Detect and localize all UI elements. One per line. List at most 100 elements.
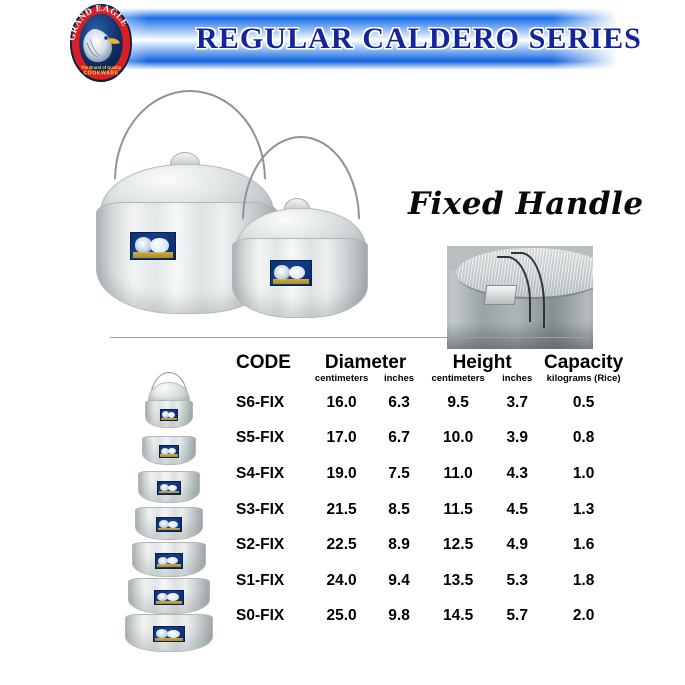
badge-eagle-icon: [274, 264, 291, 280]
badge-strip-icon: [161, 417, 177, 420]
page-title: REGULAR CALDERO SERIES: [196, 22, 642, 55]
badge-moon-icon: [150, 238, 169, 253]
cell-code: S0-FIX: [236, 607, 285, 625]
spec-table-body: S6-FIX 16.0 6.3 9.5 3.7 0.5 S5-FIX 17.0 6.7 10.0 3…: [236, 385, 626, 634]
cell-diameter-in: 8.9: [388, 536, 410, 554]
cell-height-cm: 14.5: [443, 607, 474, 625]
cell-diameter-cm: 19.0: [326, 464, 357, 482]
cell-height-cm: 9.5: [447, 393, 469, 411]
grand-eagle-logo-svg: GRAND EAGLE The Brand of Quality COOKWAR…: [66, 3, 132, 82]
subheader-height-inches: inches: [502, 373, 533, 384]
subheader-diameter-inches: inches: [383, 373, 415, 384]
badge-eagle-icon: [156, 592, 169, 602]
badge-strip-icon: [156, 564, 181, 568]
hero-product-photos: Fixed Handle: [0, 78, 685, 349]
subheader-height-centimeters: centimeters: [431, 373, 485, 384]
cell-capacity: 0.5: [572, 393, 595, 411]
table-header-main-row: CODE Diameter Height Capacity: [236, 352, 626, 373]
stack-pot-s5-fix: [141, 428, 197, 470]
cell-code: S4-FIX: [236, 464, 285, 482]
badge-eagle-icon: [155, 629, 169, 639]
badge-moon-icon: [167, 520, 178, 528]
nested-pot-stack: [112, 372, 224, 671]
badge-eagle-icon: [134, 237, 153, 254]
fixed-handle-caption: Fixed Handle: [408, 186, 644, 222]
fixed-handle-detail-photo: [447, 246, 593, 349]
cell-capacity: 0.8: [572, 429, 595, 447]
cell-height-in: 4.5: [506, 500, 528, 518]
stack-pot-s4-fix: [138, 463, 200, 506]
badge-moon-icon: [167, 593, 180, 602]
cell-diameter-cm: 17.0: [326, 429, 357, 447]
header-banner: REGULAR CALDERO SERIES: [78, 8, 642, 70]
cell-diameter-in: 7.5: [388, 464, 410, 482]
badge-name-strip: [132, 252, 174, 258]
cell-capacity: 1.0: [572, 464, 595, 482]
badge-moon-icon: [167, 557, 179, 565]
cell-diameter-cm: 16.0: [326, 393, 357, 411]
cell-code: S1-FIX: [236, 571, 285, 589]
stack-pot-brand-badge: [157, 481, 181, 495]
stack-pot-s1-fix: [128, 570, 210, 618]
spec-table-element: CODE Diameter Height Capacity centimeter…: [236, 352, 626, 634]
cell-height-cm: 13.5: [443, 571, 474, 589]
cell-diameter-cm: 24.0: [326, 571, 357, 589]
badge-moon-icon: [167, 448, 176, 455]
cell-height-in: 4.3: [506, 464, 528, 482]
cell-height-in: 4.9: [506, 536, 528, 554]
badge-eagle-icon: [161, 447, 169, 455]
specification-table: CODE Diameter Height Capacity centimeter…: [236, 352, 626, 634]
badge-eagle-icon: [162, 411, 169, 418]
cell-diameter-in: 9.4: [388, 571, 410, 589]
cell-height-cm: 10.0: [443, 429, 474, 447]
small-pot-brand-badge: [270, 260, 312, 286]
subheader-code-blank: [236, 373, 308, 385]
header-code: CODE: [236, 352, 291, 373]
stack-pot-s3-fix: [135, 499, 203, 544]
cell-code: S3-FIX: [236, 500, 285, 518]
table-row: S0-FIX 25.0 9.8 14.5 5.7 2.0: [236, 599, 626, 635]
table-row: S4-FIX 19.0 7.5 11.0 4.3 1.0: [236, 456, 626, 492]
cell-height-in: 5.3: [506, 571, 528, 589]
spec-table-head: CODE Diameter Height Capacity centimeter…: [236, 352, 626, 385]
cell-height-in: 3.7: [506, 393, 528, 411]
badge-moon-icon: [167, 484, 177, 492]
large-pot-brand-badge: [130, 232, 176, 260]
badge-strip-icon: [159, 490, 179, 494]
badge-strip-icon: [160, 454, 178, 457]
cell-capacity: 1.3: [572, 500, 595, 518]
subheader-capacity-units: kilograms (Rice): [546, 373, 621, 384]
badge-eagle-icon: [159, 520, 169, 528]
small-caldero-pot: [228, 136, 368, 318]
badge-strip-icon: [154, 637, 184, 641]
header-diameter: Diameter: [324, 352, 407, 373]
header-capacity: Capacity: [544, 352, 624, 373]
stack-pot-body: [125, 613, 213, 652]
cell-code: S2-FIX: [236, 536, 285, 554]
cell-diameter-in: 9.8: [388, 607, 410, 625]
stack-pot-s6-fix: [145, 372, 193, 432]
cell-height-cm: 11.0: [443, 464, 473, 482]
stack-pot-brand-badge: [154, 553, 184, 569]
cell-diameter-cm: 22.5: [326, 536, 357, 554]
cell-height-in: 3.9: [506, 429, 528, 447]
stack-pot-brand-badge: [156, 517, 182, 532]
badge-name-strip: [272, 278, 310, 285]
cell-capacity: 2.0: [572, 607, 595, 625]
cell-height-in: 5.7: [506, 607, 528, 625]
table-row: S5-FIX 17.0 6.7 10.0 3.9 0.8: [236, 421, 626, 457]
section-divider: [110, 337, 590, 338]
badge-moon-icon: [168, 411, 175, 418]
cell-code: S6-FIX: [236, 393, 285, 411]
stack-pot-brand-badge: [152, 625, 186, 643]
detail-photo-shadow: [447, 322, 593, 349]
cell-diameter-in: 6.7: [388, 429, 410, 447]
cell-capacity: 1.6: [572, 536, 595, 554]
subheader-diameter-centimeters: centimeters: [314, 373, 369, 384]
stack-pot-brand-badge: [158, 445, 180, 459]
stack-pot-brand-badge: [153, 589, 185, 606]
badge-moon-icon: [288, 265, 306, 280]
stack-pot-s0-fix: [125, 606, 213, 656]
banner-gradient-background: [78, 8, 618, 70]
badge-eagle-icon: [157, 556, 169, 565]
